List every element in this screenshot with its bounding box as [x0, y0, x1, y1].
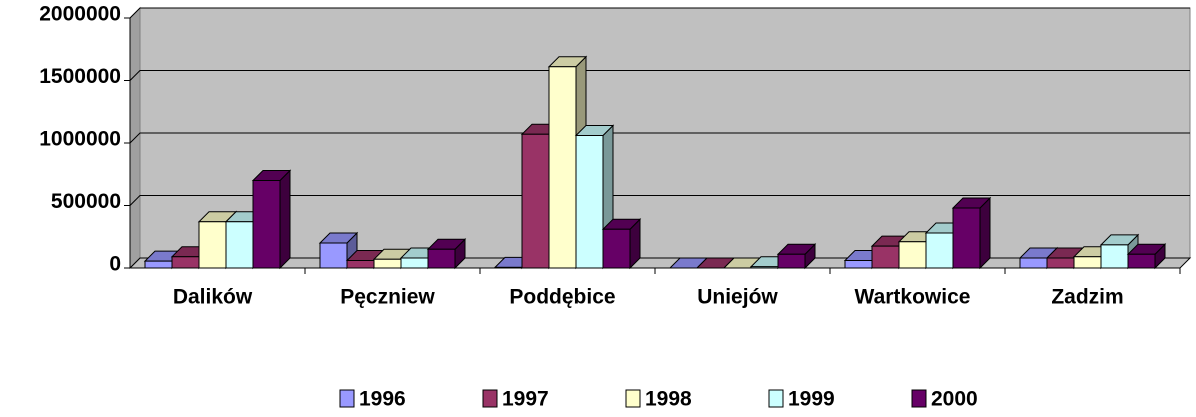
- legend-swatch: [339, 389, 355, 408]
- y-tick-label: 1500000: [39, 65, 121, 88]
- y-tick-label: 500000: [51, 190, 121, 213]
- legend-swatch: [911, 389, 927, 408]
- bar: [346, 260, 375, 269]
- bar: [521, 133, 550, 269]
- x-tick-label: Poddębice: [509, 286, 615, 309]
- bar: [1019, 257, 1048, 269]
- bar: [602, 228, 631, 269]
- bar: [427, 248, 456, 269]
- grid-line: [129, 195, 1190, 206]
- bar: [844, 260, 873, 269]
- grid-line: [129, 7, 1190, 19]
- bar: [319, 242, 348, 269]
- bar: [952, 207, 981, 269]
- legend-swatch: [768, 389, 784, 408]
- x-tick-label: Pęczniew: [340, 286, 435, 309]
- bar: [373, 258, 402, 269]
- y-tick-label: 0: [109, 253, 121, 276]
- bar: [144, 260, 173, 269]
- bar: [575, 135, 604, 269]
- legend-swatch: [625, 389, 641, 408]
- grid-line: [129, 257, 1190, 269]
- bar: [1046, 257, 1075, 269]
- bar-side: [279, 169, 291, 270]
- bar: [400, 257, 429, 269]
- x-tick-label: Zadzim: [1051, 286, 1123, 309]
- bar: [750, 266, 779, 269]
- legend-label: 1997: [502, 388, 549, 411]
- bar-side: [979, 196, 991, 270]
- bar: [925, 232, 954, 269]
- bar: [1073, 256, 1102, 269]
- bar: [252, 180, 281, 269]
- legend-label: 2000: [931, 388, 978, 411]
- bar: [871, 245, 900, 269]
- x-tick-label: Dalików: [173, 286, 253, 309]
- y-tick-label: 2000000: [39, 3, 121, 26]
- bar: [198, 221, 227, 269]
- bar: [494, 266, 523, 269]
- grid-line: [129, 132, 1190, 144]
- grid-line: [129, 70, 1190, 81]
- bar: [1127, 253, 1156, 269]
- legend-swatch: [482, 389, 498, 408]
- bar: [225, 221, 254, 269]
- x-tick-label: Uniejów: [697, 286, 778, 309]
- y-tick-label: 1000000: [39, 128, 121, 151]
- legend-label: 1999: [788, 388, 835, 411]
- legend-label: 1996: [359, 388, 406, 411]
- bar: [777, 253, 806, 269]
- bar: [548, 66, 577, 269]
- bar: [1100, 244, 1129, 269]
- bar: [171, 256, 200, 269]
- bar: [898, 241, 927, 269]
- legend-label: 1998: [645, 388, 692, 411]
- x-tick-label: Wartkowice: [855, 286, 971, 309]
